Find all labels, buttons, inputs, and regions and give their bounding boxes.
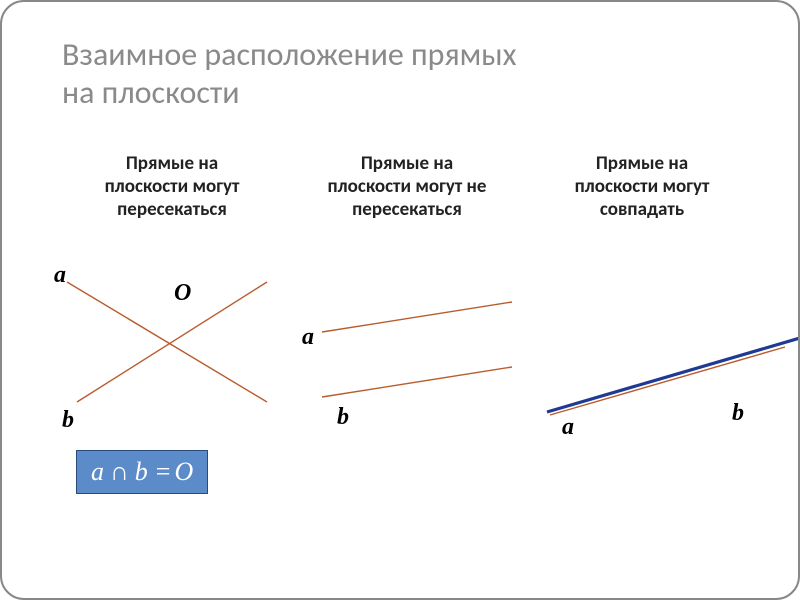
coincident-line-thin <box>550 347 785 415</box>
formula-a: a <box>91 457 104 487</box>
column-heading-parallel: Прямые на плоскости могут не пересекатьс… <box>297 152 517 222</box>
intersecting-line-b <box>77 282 267 402</box>
slide-frame: Взаимное расположение прямых на плоскост… <box>0 0 800 600</box>
parallel-line-a <box>322 302 512 332</box>
intersecting-label-b: b <box>62 407 74 434</box>
formula-equals: = <box>156 457 171 487</box>
parallel-label-b: b <box>337 404 349 431</box>
formula-intersect-symbol: ∩ <box>110 457 129 487</box>
parallel-line-b <box>322 367 512 397</box>
formula-b: b <box>135 457 148 487</box>
coincident-label-b: b <box>732 400 744 427</box>
column-heading-intersecting: Прямые на плоскости могут пересекаться <box>62 152 282 222</box>
formula-O: O <box>174 457 193 487</box>
intersecting-label-a: a <box>54 262 66 289</box>
slide-title: Взаимное расположение прямых на плоскост… <box>62 36 738 112</box>
column-heading-coincident: Прямые на плоскости могут совпадать <box>532 152 752 222</box>
intersecting-label-O: O <box>174 280 191 307</box>
intersecting-line-a <box>67 282 267 402</box>
coincident-line-thick <box>547 338 800 412</box>
coincident-label-a: a <box>562 414 574 441</box>
parallel-label-a: a <box>302 324 314 351</box>
intersection-formula: a ∩ b = O <box>76 450 208 494</box>
